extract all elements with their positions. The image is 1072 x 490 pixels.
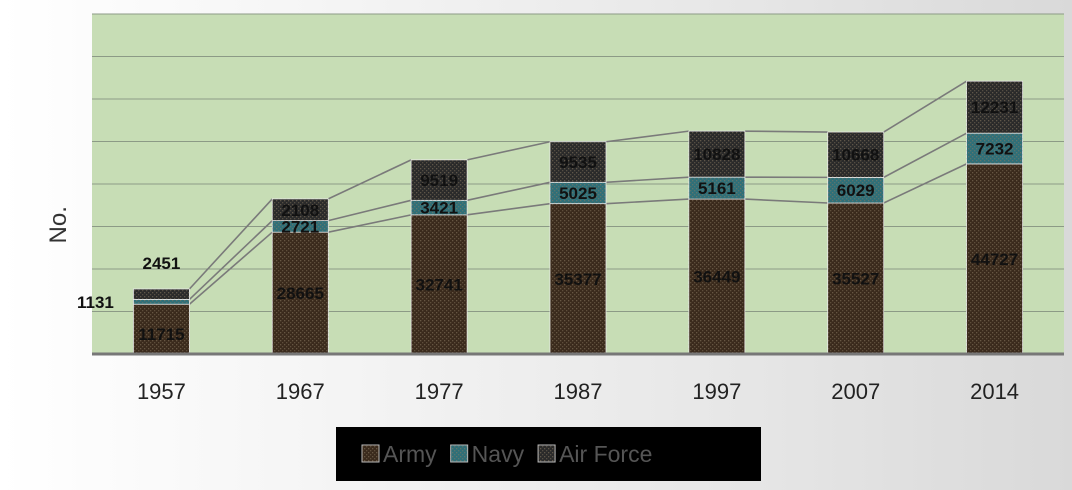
legend-swatch-texture-navy xyxy=(450,445,468,462)
bar-air-force-1957-texture xyxy=(133,288,190,300)
data-label-navy-1987: 5025 xyxy=(559,184,597,203)
data-label-air-force-1967: 2108 xyxy=(281,201,319,220)
bar-navy-1987-texture xyxy=(550,182,606,204)
data-label-air-force-1957: 2451 xyxy=(143,254,181,273)
bar-navy-1977-texture xyxy=(411,200,468,215)
bar-navy-1957-texture xyxy=(133,299,190,305)
series-line-army xyxy=(883,163,967,204)
bar-army-2007-texture xyxy=(827,203,884,354)
bar-air-force-1987-texture xyxy=(550,141,606,183)
data-label-army-1977: 32741 xyxy=(416,275,463,294)
data-label-air-force-2014: 12231 xyxy=(971,98,1018,117)
x-tick-label-2014: 2014 xyxy=(970,379,1019,404)
x-tick-label-1997: 1997 xyxy=(692,379,741,404)
bar-air-force-2014-texture xyxy=(966,81,1023,134)
data-label-navy-1997: 5161 xyxy=(698,179,736,198)
data-label-army-1957: 11715 xyxy=(138,325,184,344)
series-line-navy xyxy=(466,181,551,202)
bar-army-1977-texture xyxy=(411,214,468,354)
series-line-navy xyxy=(188,220,273,300)
x-tick-label-1967: 1967 xyxy=(276,379,325,404)
series-line-air-force xyxy=(466,140,551,161)
y-axis-title: No. xyxy=(45,206,72,243)
series-line-army xyxy=(188,231,273,305)
bar-army-1967-texture xyxy=(272,232,329,354)
series-line-air-force xyxy=(327,159,412,200)
series-line-air-force xyxy=(744,130,828,133)
data-label-army-2014: 44727 xyxy=(971,250,1018,269)
series-line-air-force xyxy=(188,198,273,290)
data-label-air-force-2007: 10668 xyxy=(832,146,879,165)
data-label-army-1997: 36449 xyxy=(693,268,740,287)
bar-air-force-1997-texture xyxy=(688,131,745,178)
bar-navy-2014-texture xyxy=(966,133,1023,164)
data-label-navy-2007: 6029 xyxy=(837,181,875,200)
series-line-air-force xyxy=(605,130,689,143)
legend-swatch-texture-air-force xyxy=(538,445,556,462)
bar-navy-1967-texture xyxy=(272,220,329,233)
x-tick-label-1957: 1957 xyxy=(137,379,186,404)
legend-swatch-texture-army xyxy=(362,445,379,462)
data-label-air-force-1987: 9535 xyxy=(559,153,597,172)
legend-label-air-force: Air Force xyxy=(559,441,652,467)
legend-label-army: Army xyxy=(383,441,437,467)
series-line-navy xyxy=(883,132,967,179)
x-tick-label-1987: 1987 xyxy=(554,379,603,404)
bar-army-1987-texture xyxy=(550,203,606,354)
bar-air-force-1967-texture xyxy=(272,198,329,221)
data-label-navy-1977: 3421 xyxy=(420,199,458,218)
bar-navy-1997-texture xyxy=(688,177,745,200)
data-label-army-1987: 35377 xyxy=(554,270,601,289)
bar-navy-2007-texture xyxy=(827,177,884,204)
data-label-navy-1957: 1131 xyxy=(77,293,114,312)
series-line-navy xyxy=(605,176,689,184)
data-label-navy-2014: 7232 xyxy=(976,140,1014,159)
data-label-air-force-1997: 10828 xyxy=(693,145,740,164)
series-line-air-force xyxy=(883,80,967,133)
series-line-navy xyxy=(328,199,412,222)
bar-air-force-2007-texture xyxy=(827,132,884,178)
x-tick-label-2007: 2007 xyxy=(831,379,880,404)
legend-label-navy: Navy xyxy=(472,441,525,467)
bar-army-1957-texture xyxy=(133,304,190,354)
series-line-army xyxy=(467,202,551,216)
data-label-navy-1967: 2721 xyxy=(281,217,319,236)
data-label-air-force-1977: 9519 xyxy=(420,171,458,190)
data-label-army-1967: 28665 xyxy=(277,284,324,303)
x-tick-label-1977: 1977 xyxy=(415,379,464,404)
bar-air-force-1977-texture xyxy=(411,159,468,201)
series-line-army xyxy=(744,198,828,204)
series-line-army xyxy=(328,214,412,233)
bar-army-1997-texture xyxy=(688,199,745,354)
bar-army-2014-texture xyxy=(966,163,1023,354)
series-line-army xyxy=(605,198,689,205)
data-label-army-2007: 35527 xyxy=(832,270,879,289)
